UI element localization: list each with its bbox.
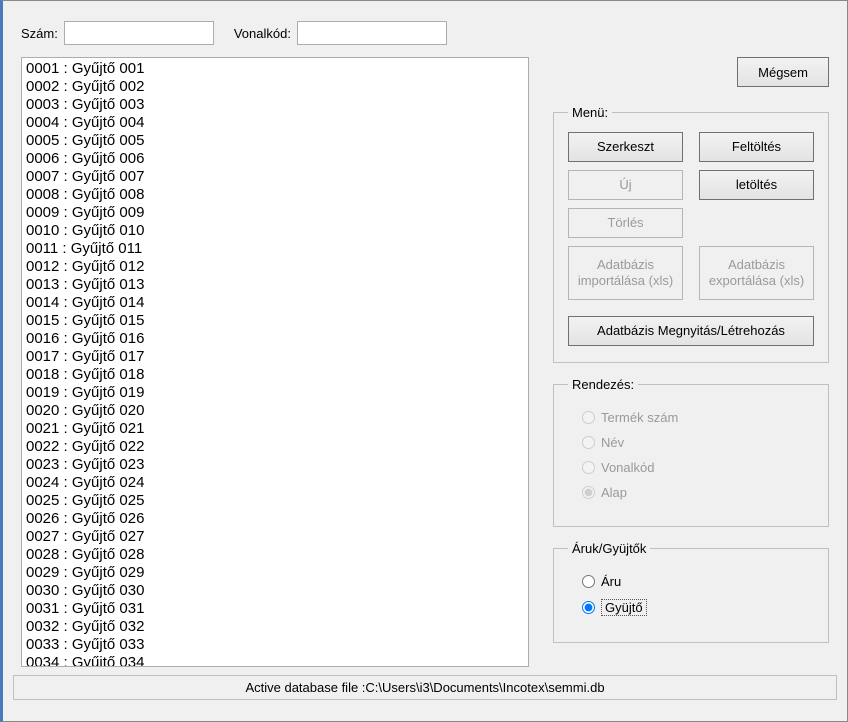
aruk-legend: Áruk/Gyüjtők xyxy=(568,541,650,556)
sort-radio-termek: Termék szám xyxy=(582,410,814,425)
top-filter-bar: Szám: Vonalkód: xyxy=(3,1,847,57)
list-item[interactable]: 0004 : Gyűjtő 004 xyxy=(26,114,524,132)
status-bar: Active database file :C:\Users\i3\Docume… xyxy=(13,675,837,700)
vonalkod-input[interactable] xyxy=(297,21,447,45)
aruk-radio-aru-label: Áru xyxy=(601,574,621,589)
collector-listbox[interactable]: 0001 : Gyűjtő 0010002 : Gyűjtő 0020003 :… xyxy=(21,57,529,667)
aruk-radio-gyujto[interactable]: Gyüjtő xyxy=(582,599,814,616)
list-item[interactable]: 0020 : Gyűjtő 020 xyxy=(26,402,524,420)
list-item[interactable]: 0005 : Gyűjtő 005 xyxy=(26,132,524,150)
list-item[interactable]: 0034 : Gyűjtő 034 xyxy=(26,654,524,667)
sort-radio-nev-input xyxy=(582,436,595,449)
list-item[interactable]: 0027 : Gyűjtő 027 xyxy=(26,528,524,546)
new-button: Új xyxy=(568,170,683,200)
list-item[interactable]: 0001 : Gyűjtő 001 xyxy=(26,60,524,78)
sort-radio-vonalkod-label: Vonalkód xyxy=(601,460,655,475)
sort-radio-termek-input xyxy=(582,411,595,424)
list-item[interactable]: 0031 : Gyűjtő 031 xyxy=(26,600,524,618)
list-item[interactable]: 0014 : Gyűjtő 014 xyxy=(26,294,524,312)
list-item[interactable]: 0026 : Gyűjtő 026 xyxy=(26,510,524,528)
list-item[interactable]: 0033 : Gyűjtő 033 xyxy=(26,636,524,654)
db-export-button: Adatbázis exportálása (xls) xyxy=(699,246,814,300)
aruk-radio-aru[interactable]: Áru xyxy=(582,574,814,589)
aruk-radio-gyujto-label: Gyüjtő xyxy=(601,599,647,616)
list-item[interactable]: 0024 : Gyűjtő 024 xyxy=(26,474,524,492)
list-item[interactable]: 0003 : Gyűjtő 003 xyxy=(26,96,524,114)
sort-radio-termek-label: Termék szám xyxy=(601,410,678,425)
list-item[interactable]: 0007 : Gyűjtő 007 xyxy=(26,168,524,186)
list-item[interactable]: 0013 : Gyűjtő 013 xyxy=(26,276,524,294)
list-item[interactable]: 0023 : Gyűjtő 023 xyxy=(26,456,524,474)
sort-legend: Rendezés: xyxy=(568,377,638,392)
aruk-radio-aru-input[interactable] xyxy=(582,575,595,588)
sort-radio-alap-label: Alap xyxy=(601,485,627,500)
db-import-button: Adatbázis importálása (xls) xyxy=(568,246,683,300)
list-item[interactable]: 0018 : Gyűjtő 018 xyxy=(26,366,524,384)
edit-button[interactable]: Szerkeszt xyxy=(568,132,683,162)
list-item[interactable]: 0019 : Gyűjtő 019 xyxy=(26,384,524,402)
db-open-button[interactable]: Adatbázis Megnyitás/Létrehozás xyxy=(568,316,814,346)
sort-radio-vonalkod-input xyxy=(582,461,595,474)
sort-group: Rendezés: Termék szám Név Vonalkód Alap xyxy=(553,377,829,527)
list-item[interactable]: 0011 : Gyűjtő 011 xyxy=(26,240,524,258)
list-item[interactable]: 0022 : Gyűjtő 022 xyxy=(26,438,524,456)
list-item[interactable]: 0029 : Gyűjtő 029 xyxy=(26,564,524,582)
list-item[interactable]: 0016 : Gyűjtő 016 xyxy=(26,330,524,348)
list-item[interactable]: 0021 : Gyűjtő 021 xyxy=(26,420,524,438)
list-item[interactable]: 0032 : Gyűjtő 032 xyxy=(26,618,524,636)
upload-button[interactable]: Feltöltés xyxy=(699,132,814,162)
download-button[interactable]: letöltés xyxy=(699,170,814,200)
sort-radio-alap: Alap xyxy=(582,485,814,500)
menu-legend: Menü: xyxy=(568,105,612,120)
list-item[interactable]: 0009 : Gyűjtő 009 xyxy=(26,204,524,222)
list-item[interactable]: 0025 : Gyűjtő 025 xyxy=(26,492,524,510)
aruk-group: Áruk/Gyüjtők Áru Gyüjtő xyxy=(553,541,829,643)
menu-group: Menü: Szerkeszt Feltöltés Új letöltés Tö… xyxy=(553,105,829,363)
list-item[interactable]: 0006 : Gyűjtő 006 xyxy=(26,150,524,168)
list-item[interactable]: 0015 : Gyűjtő 015 xyxy=(26,312,524,330)
aruk-radio-gyujto-input[interactable] xyxy=(582,601,595,614)
list-item[interactable]: 0012 : Gyűjtő 012 xyxy=(26,258,524,276)
list-item[interactable]: 0017 : Gyűjtő 017 xyxy=(26,348,524,366)
list-item[interactable]: 0002 : Gyűjtő 002 xyxy=(26,78,524,96)
list-item[interactable]: 0028 : Gyűjtő 028 xyxy=(26,546,524,564)
sort-radio-nev: Név xyxy=(582,435,814,450)
cancel-button[interactable]: Mégsem xyxy=(737,57,829,87)
delete-button: Törlés xyxy=(568,208,683,238)
list-item[interactable]: 0008 : Gyűjtő 008 xyxy=(26,186,524,204)
list-item[interactable]: 0030 : Gyűjtő 030 xyxy=(26,582,524,600)
sort-radio-nev-label: Név xyxy=(601,435,624,450)
sort-radio-alap-input xyxy=(582,486,595,499)
vonalkod-label: Vonalkód: xyxy=(234,26,291,41)
szam-input[interactable] xyxy=(64,21,214,45)
szam-label: Szám: xyxy=(21,26,58,41)
sort-radio-vonalkod: Vonalkód xyxy=(582,460,814,475)
list-item[interactable]: 0010 : Gyűjtő 010 xyxy=(26,222,524,240)
